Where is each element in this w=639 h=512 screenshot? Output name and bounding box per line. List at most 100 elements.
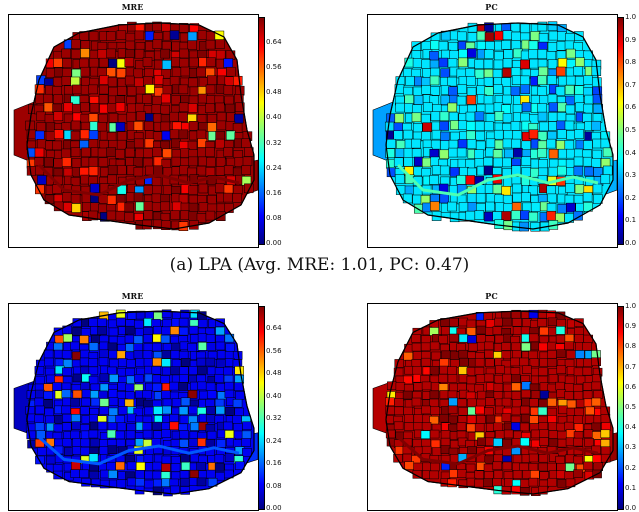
district-cell [521, 413, 531, 423]
district-cell [449, 333, 459, 343]
district-cell [205, 334, 216, 343]
district-cell [476, 30, 487, 41]
district-cell [573, 148, 584, 159]
district-cell [394, 359, 404, 368]
district-cell [494, 30, 504, 41]
district-cell [420, 342, 431, 352]
district-cell [511, 382, 521, 392]
district-cell [223, 366, 233, 376]
district-cell [98, 157, 109, 167]
colorbar-tick-label: 0.0 [625, 239, 637, 247]
district-cell [521, 389, 531, 399]
district-cell [205, 84, 216, 95]
district-cell [106, 429, 117, 439]
district-cell [430, 86, 440, 96]
district-cell [187, 40, 197, 50]
district-cell [485, 201, 495, 212]
district-cell [46, 374, 56, 384]
district-cell [34, 397, 45, 407]
district-cell [447, 390, 458, 400]
colorbar-tick-label: 0.4 [625, 423, 637, 432]
district-cell [88, 414, 99, 423]
district-cell [108, 397, 119, 406]
district-cell [403, 406, 413, 416]
district-cell [566, 399, 577, 409]
district-cell [170, 335, 180, 345]
district-cell [521, 381, 532, 390]
district-cell [160, 334, 171, 344]
district-cell [142, 389, 152, 399]
district-cell [178, 382, 189, 391]
district-cell [548, 374, 559, 383]
district-cell [107, 165, 118, 175]
district-cell [458, 57, 468, 68]
district-cell [98, 357, 109, 367]
district-cell [161, 455, 172, 465]
district-cell [564, 85, 575, 95]
district-cell [573, 437, 583, 447]
district-cell [214, 373, 225, 383]
district-cell [591, 397, 602, 407]
district-cell [115, 430, 125, 440]
district-cell [430, 67, 440, 78]
district-cell [115, 148, 125, 159]
district-cell [224, 203, 234, 213]
district-cell [134, 77, 144, 88]
panel-title: PC [485, 2, 498, 12]
district-cell [178, 317, 189, 327]
district-cell [477, 390, 487, 400]
district-cell [61, 350, 72, 359]
district-cell [151, 342, 162, 352]
district-cell [547, 349, 557, 359]
district-cell [207, 195, 217, 205]
district-cell [70, 130, 81, 141]
district-cell [145, 165, 155, 176]
district-cell [430, 462, 440, 472]
district-cell [556, 41, 567, 51]
district-cell [413, 422, 423, 431]
district-cell [403, 129, 413, 140]
map-frame [8, 303, 259, 511]
district-cell [421, 422, 432, 431]
district-cell [503, 383, 513, 393]
district-cell [513, 148, 523, 158]
district-cell [205, 39, 216, 50]
district-cell [161, 326, 171, 336]
district-cell [152, 486, 163, 496]
river-line [396, 163, 599, 197]
district-cell [36, 122, 47, 132]
district-cell [207, 122, 217, 132]
district-cell [522, 365, 532, 374]
district-cell [53, 342, 63, 352]
district-cell [152, 39, 163, 49]
district-cell [62, 397, 72, 407]
district-cell [134, 48, 145, 59]
district-cell [61, 389, 72, 399]
district-cell [394, 406, 404, 416]
district-cell [45, 122, 56, 132]
district-cell [116, 391, 127, 400]
district-cell [538, 367, 548, 376]
district-cell [232, 185, 243, 195]
district-cell [466, 139, 477, 149]
district-cell [97, 326, 107, 336]
district-cell [144, 138, 155, 149]
district-cell [529, 470, 540, 479]
district-cell [143, 201, 154, 211]
district-cell [440, 131, 450, 142]
district-cell [441, 326, 451, 335]
district-cell [216, 383, 226, 392]
district-cell [143, 454, 154, 463]
district-cell [501, 342, 512, 351]
district-cell [89, 57, 99, 68]
district-cell [152, 185, 162, 196]
district-cell [26, 166, 37, 176]
district-cell [466, 423, 477, 433]
district-cell [530, 429, 541, 439]
district-cell [143, 327, 153, 336]
district-cell [125, 343, 135, 352]
district-cell [411, 342, 422, 352]
district-cell [439, 149, 450, 160]
district-cell [555, 381, 565, 391]
district-cell [99, 406, 109, 415]
